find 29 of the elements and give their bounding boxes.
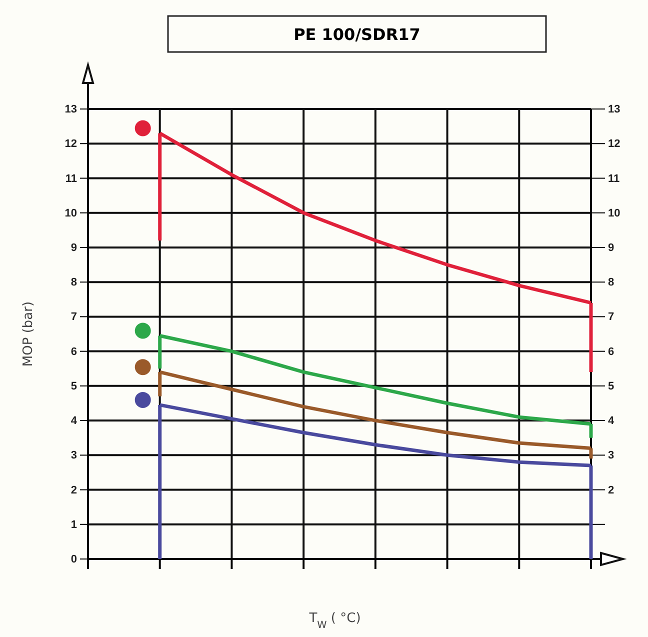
y-tick-label: 0 bbox=[70, 554, 77, 566]
y2-tick-label: 13 bbox=[608, 104, 620, 116]
y2-tick-label: 12 bbox=[608, 138, 620, 150]
y-tick-label: 10 bbox=[64, 207, 77, 220]
y2-tick-label: 7 bbox=[608, 311, 614, 324]
y-tick-label: 6 bbox=[70, 346, 77, 358]
y2-tick-label: 8 bbox=[608, 276, 614, 289]
y-tick-label: 2 bbox=[70, 484, 77, 496]
y-tick-label: 1 bbox=[70, 518, 77, 531]
y-tick-label: 13 bbox=[64, 104, 77, 116]
y2-tick-label: 3 bbox=[608, 450, 614, 462]
y-tick-label: 4 bbox=[70, 415, 78, 428]
y2-tick-label: 9 bbox=[608, 242, 614, 254]
y-tick-label: 9 bbox=[70, 242, 77, 254]
x-axis-title: T$_{W}$ ( °C) bbox=[308, 611, 361, 630]
y-tick-label: 7 bbox=[70, 311, 77, 324]
y-tick-label: 3 bbox=[70, 450, 77, 462]
y2-tick-label: 4 bbox=[608, 415, 615, 428]
y-tick-label: 5 bbox=[70, 380, 77, 392]
y-tick-label: 11 bbox=[65, 172, 77, 185]
y-axis-title: MOP (bar) bbox=[21, 301, 36, 367]
y2-tick-label: 6 bbox=[608, 346, 614, 358]
y2-tick-label: 2 bbox=[608, 484, 614, 496]
y-tick-label: 12 bbox=[64, 138, 77, 150]
y-tick-label: 8 bbox=[70, 276, 77, 289]
y2-tick-label: 10 bbox=[608, 207, 620, 220]
chart-title: PE 100/SDR17 bbox=[294, 25, 420, 44]
y2-tick-label: 5 bbox=[608, 380, 614, 392]
y2-tick-label: 11 bbox=[608, 172, 620, 185]
